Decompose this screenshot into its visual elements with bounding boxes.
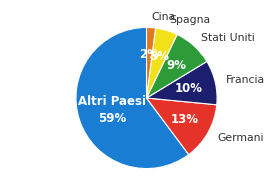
Wedge shape	[147, 61, 217, 105]
Wedge shape	[76, 27, 189, 169]
Wedge shape	[147, 27, 155, 98]
Text: 10%: 10%	[175, 82, 203, 95]
Text: Cina: Cina	[152, 12, 176, 22]
Text: Germania: Germania	[217, 133, 264, 143]
Text: 9%: 9%	[166, 59, 186, 72]
Text: Stati Uniti: Stati Uniti	[201, 33, 255, 43]
Text: 5%: 5%	[149, 50, 169, 63]
Text: 2%: 2%	[139, 48, 159, 61]
Text: 13%: 13%	[171, 113, 199, 126]
Wedge shape	[147, 98, 217, 155]
Text: Spagna: Spagna	[169, 15, 211, 25]
Wedge shape	[147, 28, 177, 98]
Text: Altri Paesi
59%: Altri Paesi 59%	[78, 94, 146, 125]
Wedge shape	[147, 34, 207, 98]
Text: Francia: Francia	[226, 75, 264, 85]
